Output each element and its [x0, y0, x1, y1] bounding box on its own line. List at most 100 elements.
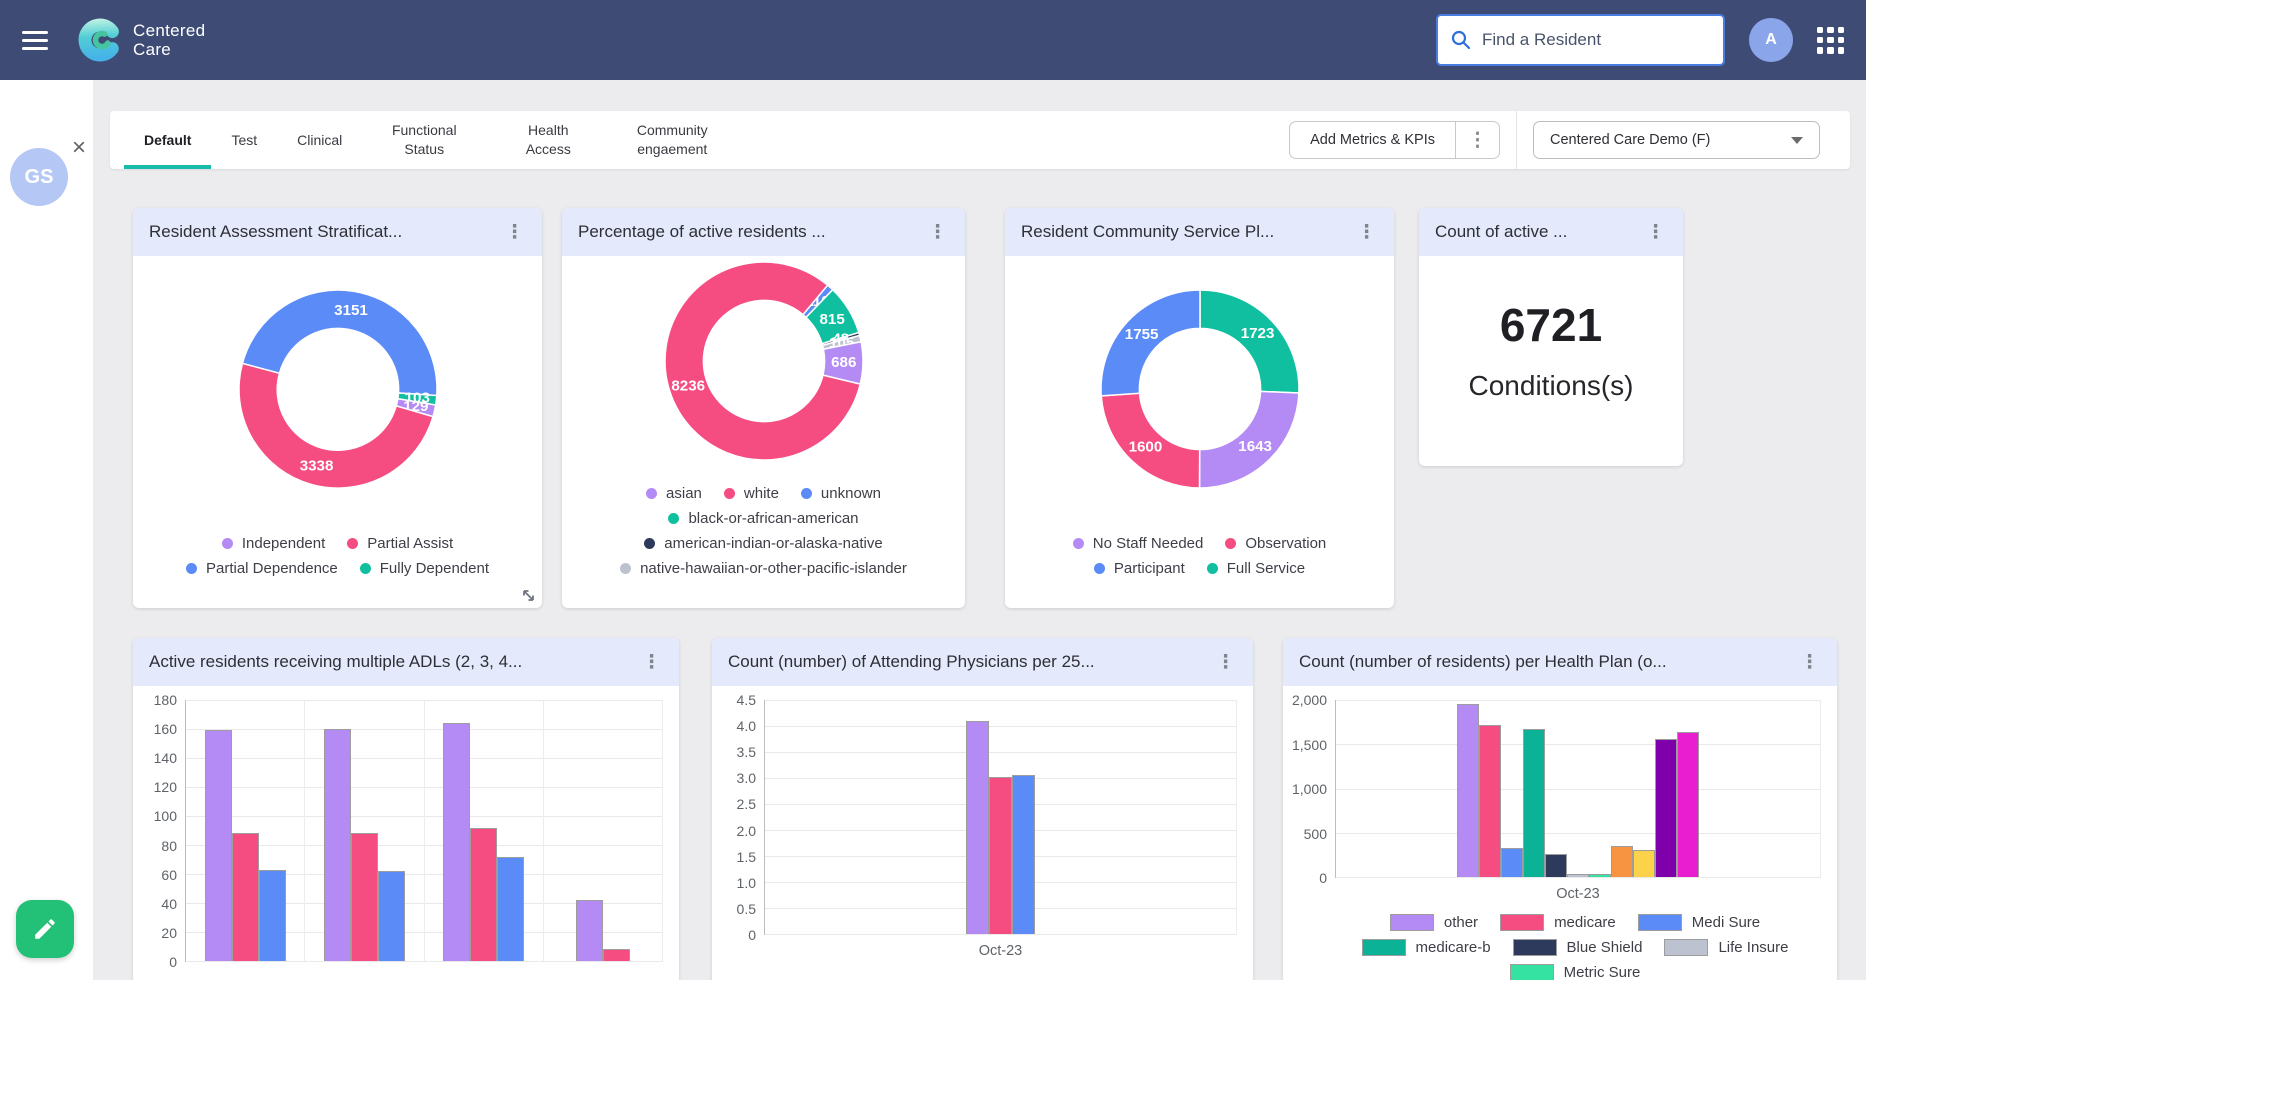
- legend-item[interactable]: Partial Dependence: [186, 560, 338, 577]
- legend-item[interactable]: Medi Sure: [1638, 914, 1760, 931]
- legend-item[interactable]: native-hawaiian-or-other-pacific-islande…: [620, 560, 907, 577]
- tab-label: Default: [144, 131, 191, 150]
- legend-item[interactable]: Blue Shield: [1513, 939, 1643, 956]
- legend-label: Independent: [242, 535, 325, 552]
- bar-medicare[interactable]: [1479, 725, 1501, 877]
- donut-slice-value: 8236: [671, 377, 705, 394]
- tab-community-engaement[interactable]: Community engaement: [610, 111, 734, 169]
- legend-item[interactable]: white: [724, 485, 779, 502]
- bar-other[interactable]: [1457, 704, 1479, 877]
- legend-item[interactable]: black-or-african-american: [668, 510, 858, 527]
- legend-item[interactable]: other: [1390, 914, 1478, 931]
- bar[interactable]: [989, 777, 1012, 934]
- bar-chart-plot: 180160140120100806040200: [139, 700, 663, 962]
- bar-chart: 4.54.03.53.02.52.01.51.00.50Oct-23: [718, 700, 1237, 959]
- tab-test[interactable]: Test: [211, 111, 277, 169]
- legend-swatch: [1390, 914, 1434, 931]
- legend-label: Fully Dependent: [380, 560, 489, 577]
- donut-slice-value: 1643: [1238, 438, 1272, 455]
- bar-chart-area: 180160140120100806040200: [133, 686, 679, 962]
- user-avatar[interactable]: A: [1749, 18, 1793, 62]
- legend-item[interactable]: Independent: [222, 535, 325, 552]
- legend-swatch: [724, 488, 735, 499]
- kebab-menu-icon[interactable]: ⋮: [1349, 223, 1384, 242]
- legend-item[interactable]: No Staff Needed: [1073, 535, 1204, 552]
- x-axis-labels: Oct-23: [1335, 878, 1821, 902]
- bar[interactable]: [378, 871, 405, 961]
- kebab-menu-icon[interactable]: ⋮: [920, 223, 955, 242]
- bar[interactable]: [1677, 732, 1699, 877]
- axis-tick-label: 40: [161, 896, 177, 912]
- tab-health-access[interactable]: Health Access: [486, 111, 610, 169]
- bar[interactable]: [324, 729, 351, 961]
- bar-life-insure[interactable]: [1567, 874, 1589, 877]
- dashboard-select[interactable]: Centered Care Demo (F): [1533, 121, 1820, 159]
- kebab-menu-icon[interactable]: ⋮: [497, 223, 532, 242]
- search-input[interactable]: [1482, 30, 1711, 50]
- bar[interactable]: [470, 828, 497, 961]
- legend-label: asian: [666, 485, 702, 502]
- brand-logo: Centered Care: [76, 16, 205, 64]
- bar[interactable]: [603, 949, 630, 961]
- legend-item[interactable]: Observation: [1225, 535, 1326, 552]
- donut-slice-value: 815: [819, 311, 844, 328]
- legend-item[interactable]: Fully Dependent: [360, 560, 489, 577]
- bar[interactable]: [351, 833, 378, 961]
- bar-metric-sure[interactable]: [1589, 874, 1611, 877]
- tab-default[interactable]: Default: [124, 111, 211, 169]
- add-metrics-kebab-icon[interactable]: ⋮: [1455, 122, 1499, 158]
- bar[interactable]: [1633, 850, 1655, 877]
- bar[interactable]: [259, 870, 286, 961]
- legend-item[interactable]: Full Service: [1207, 560, 1305, 577]
- bar[interactable]: [443, 723, 470, 961]
- add-metrics-button[interactable]: Add Metrics & KPIs: [1290, 122, 1455, 158]
- kebab-menu-icon[interactable]: ⋮: [1208, 653, 1243, 672]
- legend-item[interactable]: medicare: [1500, 914, 1616, 931]
- legend-item[interactable]: asian: [646, 485, 702, 502]
- axis-tick-label: 3.5: [737, 744, 756, 760]
- tab-clinical[interactable]: Clinical: [277, 111, 362, 169]
- card-title: Count (number of residents) per Health P…: [1299, 652, 1667, 672]
- legend-item[interactable]: american-indian-or-alaska-native: [644, 535, 882, 552]
- bar-medicare-b[interactable]: [1523, 729, 1545, 877]
- bar[interactable]: [1012, 775, 1035, 934]
- legend-item[interactable]: Metric Sure: [1510, 964, 1641, 980]
- bar[interactable]: [1611, 846, 1633, 877]
- legend-item[interactable]: Life Insure: [1664, 939, 1788, 956]
- resize-handle-icon[interactable]: [519, 586, 537, 604]
- x-axis-label: Oct-23: [1335, 878, 1821, 902]
- tab-functional-status[interactable]: Functional Status: [362, 111, 486, 169]
- bar-blue-shield[interactable]: [1545, 854, 1567, 877]
- bar[interactable]: [1655, 739, 1677, 877]
- kebab-menu-icon[interactable]: ⋮: [1792, 653, 1827, 672]
- bar[interactable]: [497, 857, 524, 961]
- legend-swatch: [1510, 964, 1554, 980]
- axis-tick-label: 500: [1304, 826, 1327, 842]
- bar-chart-plot: 2,0001,5001,0005000: [1289, 700, 1821, 878]
- close-icon[interactable]: ×: [72, 136, 86, 160]
- app-window: Centered Care A GS: [0, 0, 1866, 980]
- legend-label: Life Insure: [1718, 939, 1788, 956]
- legend-item[interactable]: medicare-b: [1362, 939, 1491, 956]
- assistant-avatar[interactable]: GS: [10, 148, 68, 206]
- axis-tick-label: 140: [154, 750, 177, 766]
- bar[interactable]: [232, 833, 259, 961]
- apps-grid-icon[interactable]: [1817, 27, 1844, 54]
- hamburger-menu-icon[interactable]: [22, 31, 52, 50]
- legend-item[interactable]: Partial Assist: [347, 535, 453, 552]
- bar[interactable]: [205, 730, 232, 961]
- kebab-menu-icon[interactable]: ⋮: [634, 653, 669, 672]
- legend-swatch: [222, 538, 233, 549]
- kebab-menu-icon[interactable]: ⋮: [1638, 223, 1673, 242]
- legend-item[interactable]: unknown: [801, 485, 881, 502]
- bar-medi-sure[interactable]: [1501, 848, 1523, 877]
- page-body: GS × Default TestClinicalFunctional Statu…: [0, 80, 1866, 980]
- bar[interactable]: [966, 721, 989, 934]
- resident-searchbox[interactable]: [1436, 14, 1725, 66]
- bar[interactable]: [576, 900, 603, 961]
- card-active-conditions-kpi: Count of active ... ⋮ 6721 Conditions(s): [1419, 208, 1683, 466]
- card-resident-ethnicity: Percentage of active residents ... ⋮ 110…: [562, 208, 965, 608]
- legend-item[interactable]: Participant: [1094, 560, 1185, 577]
- plot-area: [185, 700, 663, 962]
- edit-fab-button[interactable]: [16, 900, 74, 958]
